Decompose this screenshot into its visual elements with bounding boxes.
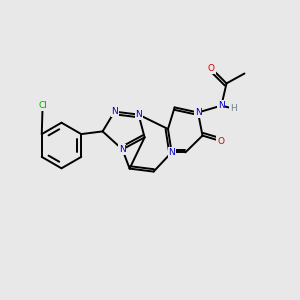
Text: Cl: Cl xyxy=(38,101,47,110)
Text: O: O xyxy=(217,136,224,146)
Text: N: N xyxy=(168,148,175,157)
Text: N: N xyxy=(218,101,225,110)
Text: N: N xyxy=(119,145,126,154)
Text: N: N xyxy=(111,107,118,116)
Text: N: N xyxy=(195,108,201,117)
Text: O: O xyxy=(208,64,215,73)
Text: N: N xyxy=(135,110,142,119)
Text: H: H xyxy=(230,104,237,113)
